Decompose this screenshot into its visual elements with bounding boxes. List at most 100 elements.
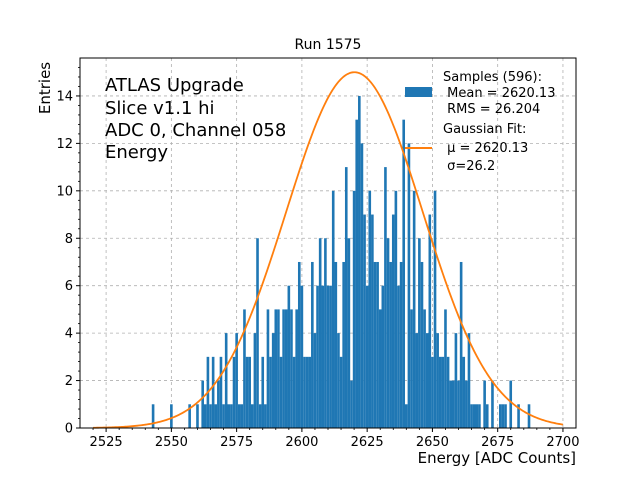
histogram-bar	[344, 167, 348, 428]
histogram-bar	[337, 333, 340, 428]
histogram-bar	[305, 356, 309, 428]
y-tick-label: 14	[56, 89, 73, 104]
histogram-bar	[303, 356, 306, 428]
histogram-bar	[378, 309, 382, 428]
histogram-bar	[462, 356, 466, 428]
legend-samples-line-2: Mean = 2620.13	[443, 86, 555, 101]
histogram-bar	[418, 238, 421, 428]
histogram-bar	[230, 404, 233, 428]
y-tick-label: 12	[56, 137, 73, 152]
histogram-bar	[326, 285, 330, 428]
histogram-bar	[347, 238, 351, 428]
histogram-bar	[491, 380, 494, 428]
histogram-bar	[452, 380, 455, 428]
histogram-bar	[470, 404, 473, 428]
histogram-bar	[410, 309, 413, 428]
histogram-bar	[217, 380, 220, 428]
y-tick-label: 6	[65, 279, 73, 294]
histogram-bar	[475, 404, 479, 428]
histogram-bar	[324, 238, 327, 428]
y-tick-label: 8	[65, 232, 73, 247]
histogram-bar	[211, 356, 215, 428]
histogram-bar	[527, 404, 531, 428]
histogram-bar	[261, 356, 265, 428]
legend: Samples (596): Mean = 2620.13 RMS = 26.2…	[405, 70, 555, 174]
histogram-bar	[297, 261, 301, 428]
histogram-bar	[355, 119, 359, 429]
histogram-bar	[271, 333, 275, 428]
histogram-bar	[264, 404, 267, 428]
histogram-bar	[438, 356, 442, 428]
legend-samples-line-1: Samples (596):	[443, 70, 542, 85]
histogram-bar	[339, 356, 343, 428]
histogram-bar	[420, 261, 424, 428]
annotation-line-3: ADC 0, Channel 058	[105, 120, 286, 141]
histogram-bar	[311, 261, 314, 428]
histogram-bar	[399, 261, 403, 428]
histogram-bar	[253, 333, 257, 428]
x-tick-label: 2650	[416, 435, 449, 450]
histogram-bar	[334, 261, 338, 428]
histogram-bar	[331, 190, 335, 428]
histogram-bar	[209, 404, 212, 428]
histogram-bar	[350, 380, 353, 428]
histogram-bar	[465, 380, 468, 428]
histogram-bar	[498, 404, 502, 428]
histogram-bar	[431, 356, 434, 428]
histogram-bar	[391, 214, 395, 428]
annotation-box: ATLAS Upgrade Slice v1.1 hi ADC 0, Chann…	[105, 75, 286, 163]
histogram-bar	[415, 333, 419, 428]
legend-fit-line-3: σ=26.2	[443, 159, 495, 174]
histogram-bar	[342, 261, 345, 428]
gaussian-fit-curve	[93, 71, 564, 429]
histogram-bar	[425, 333, 429, 428]
histogram-bar	[313, 333, 317, 428]
legend-fit-line-2: μ = 2620.13	[443, 141, 528, 156]
histogram-bar	[444, 309, 447, 428]
histogram-bar	[214, 404, 218, 428]
y-axis-ticks: 0 2 4 6 8 10 12 14	[56, 67, 80, 437]
histogram-bar	[517, 404, 520, 428]
histogram-bar	[381, 285, 385, 428]
y-tick-label: 2	[65, 374, 73, 389]
histogram-bar	[295, 309, 298, 428]
histogram-bar	[237, 404, 241, 428]
x-tick-label: 2700	[546, 435, 579, 450]
histogram-bar	[274, 309, 278, 428]
y-tick-label: 0	[65, 422, 73, 437]
histogram-bar	[407, 143, 411, 428]
x-tick-label: 2525	[90, 435, 123, 450]
histogram-bar	[170, 404, 173, 428]
y-tick-label: 10	[56, 184, 73, 199]
histogram-bar	[188, 404, 191, 428]
histogram-bar	[363, 214, 366, 428]
histogram-bar	[282, 309, 285, 428]
histogram-bar	[402, 119, 406, 429]
histogram-bar	[441, 356, 445, 428]
histogram-bar	[483, 380, 486, 428]
histogram-bar	[449, 380, 452, 428]
histogram-bar	[467, 333, 471, 428]
chart-title: Run 1575	[295, 37, 362, 53]
histogram-bar	[318, 238, 322, 428]
histogram-bar	[284, 309, 288, 428]
x-axis-ticks: 2525 2550 2575 2600 2625 2650 2675 2700	[90, 428, 579, 450]
annotation-line-4: Energy	[105, 142, 168, 163]
histogram-bar	[423, 309, 426, 428]
histogram-bar	[290, 309, 293, 428]
histogram-bar	[224, 333, 228, 428]
histogram-bar	[352, 190, 356, 428]
y-axis-label: Entries	[36, 62, 54, 114]
histogram-bar	[433, 190, 437, 428]
histogram-bar	[454, 333, 458, 428]
histogram-bar	[243, 309, 246, 428]
histogram-bar	[358, 95, 361, 428]
histogram-bar	[368, 190, 372, 428]
histogram-bar	[258, 404, 262, 428]
histogram-bar	[504, 404, 507, 428]
histogram-bars	[151, 95, 531, 429]
histogram-bar	[446, 356, 450, 428]
histogram-bar	[384, 167, 387, 428]
histogram-bar	[365, 285, 369, 428]
histogram-bar	[245, 356, 249, 428]
